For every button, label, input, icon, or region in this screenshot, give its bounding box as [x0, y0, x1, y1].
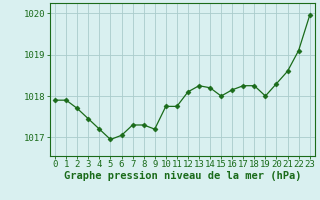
- X-axis label: Graphe pression niveau de la mer (hPa): Graphe pression niveau de la mer (hPa): [64, 171, 301, 181]
